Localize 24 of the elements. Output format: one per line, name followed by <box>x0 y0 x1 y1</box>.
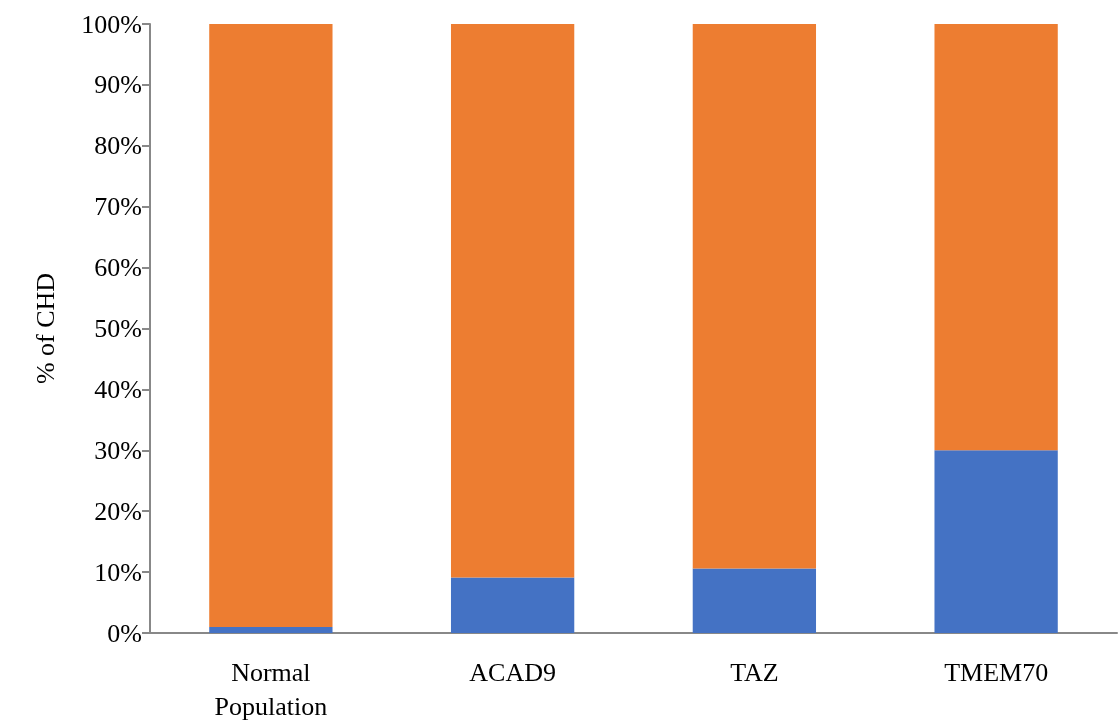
bar <box>209 24 333 627</box>
y-tick-label: 50% <box>94 314 142 343</box>
bar <box>209 626 333 633</box>
y-tick-label: 80% <box>94 131 142 161</box>
y-tick-label: 30% <box>94 435 142 465</box>
x-tick-label: TAZ <box>730 657 779 687</box>
y-axis-title: % of CHD <box>30 272 60 385</box>
y-tick-label: 10% <box>94 557 142 587</box>
y-tick-label: 100% <box>81 9 142 39</box>
bar <box>450 24 575 578</box>
x-tick-label: Normal Population <box>214 657 328 721</box>
y-tick-label: 60% <box>94 253 142 283</box>
x-tick-label: ACAD9 <box>469 657 556 687</box>
y-tick-label: 90% <box>94 70 142 100</box>
y-tick-label: 40% <box>94 374 142 404</box>
y-tick-label: 20% <box>94 496 142 526</box>
bar <box>450 577 575 633</box>
y-tick-label: 0% <box>107 618 142 648</box>
bar <box>692 568 817 633</box>
bar <box>934 450 1058 633</box>
bar <box>934 24 1058 451</box>
x-tick-label: TMEM70 <box>944 657 1049 687</box>
bar <box>692 24 817 569</box>
y-tick-label: 70% <box>94 192 142 222</box>
